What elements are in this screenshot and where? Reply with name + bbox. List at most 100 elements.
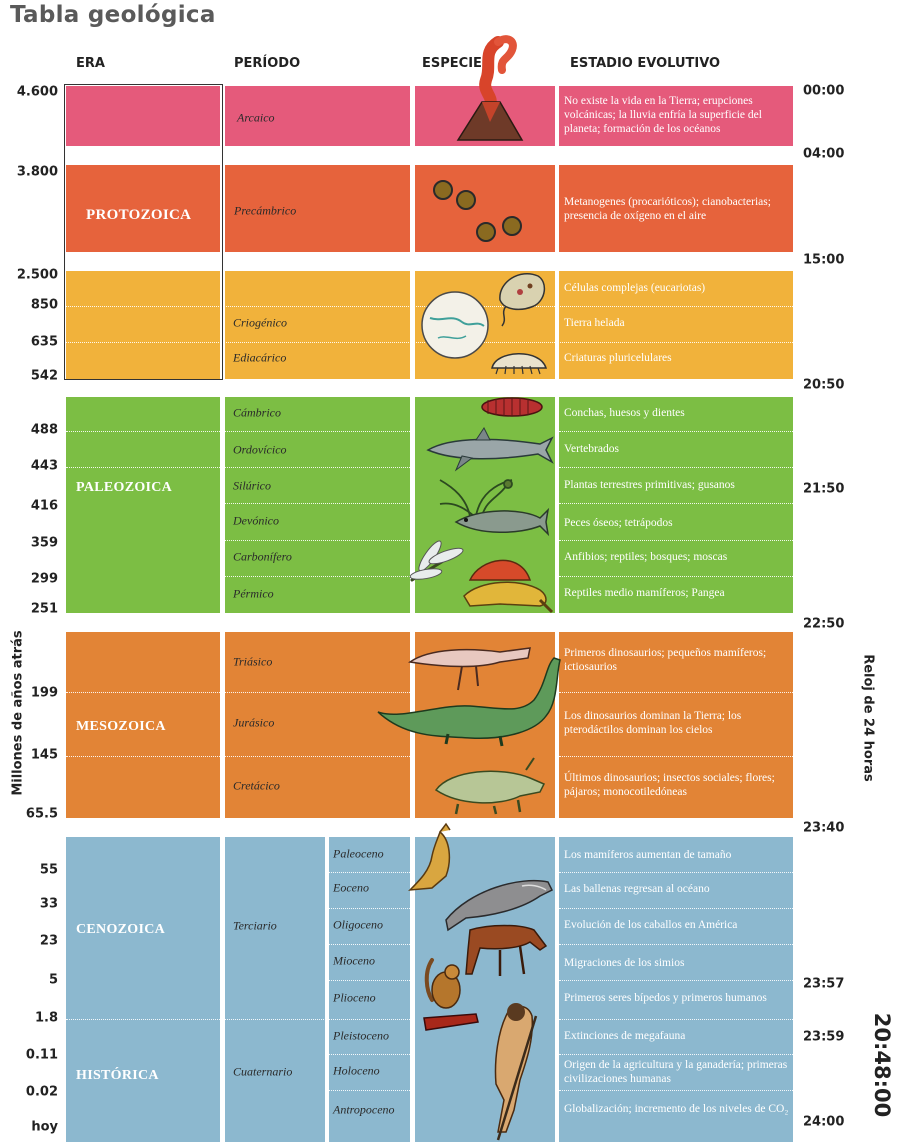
cenozoica-epoch-cell [329, 837, 410, 1142]
mya-label: 65.5 [25, 806, 58, 822]
mya-label: 635 [30, 334, 58, 350]
divider [225, 503, 410, 504]
early-human-icon [494, 1003, 538, 1141]
header-especies: ESPECIES [422, 56, 492, 71]
stage-carbonifero: Anfibios; reptiles; bosques; moscas [564, 551, 728, 563]
protozoica-era-cell [66, 165, 220, 252]
divider [559, 908, 793, 909]
sauropod-icon [377, 657, 561, 747]
stage-arcaico: No existe la vida en la Tierra; erupcion… [564, 95, 762, 135]
mesozoica-era-cell [66, 632, 220, 818]
paleozoica-period-cell [225, 397, 410, 613]
prokaryote-cells-icon [433, 180, 522, 242]
clock-label: 23:57 [803, 976, 845, 992]
header-estadio: ESTADIO EVOLUTIVO [570, 56, 721, 71]
divider [329, 1090, 410, 1091]
mya-label: 1.8 [34, 1010, 58, 1026]
monkey-icon [423, 958, 479, 1031]
mya-label: 33 [39, 896, 58, 912]
divider [559, 576, 793, 577]
mya-label: 55 [39, 862, 58, 878]
stage-plioceno: Primeros seres bípedos y primeros humano… [564, 992, 767, 1004]
trilobite-icon [481, 397, 543, 417]
divider [66, 692, 410, 693]
clock-label: 15:00 [803, 252, 845, 268]
mya-label: 5 [48, 972, 58, 988]
divider [225, 540, 410, 541]
header-era: ERA [76, 56, 105, 71]
cenozoica-era-cell [66, 837, 220, 1142]
protozoica-era-frame [64, 84, 223, 380]
mya-label: 850 [30, 297, 58, 313]
mya-label: 251 [30, 601, 58, 617]
stage-devonico: Peces óseos; tetrápodos [564, 517, 673, 529]
divider [559, 540, 793, 541]
stage-criogenico: Tierra helada [564, 317, 625, 329]
divider [66, 1019, 410, 1020]
clock-label: 04:00 [803, 146, 845, 162]
period-precambrico: Precámbrico [234, 203, 297, 218]
period-jurasico: Jurásico [233, 715, 275, 730]
paleozoica-era-cell [66, 397, 220, 613]
divider [559, 431, 793, 432]
divider [559, 756, 793, 757]
stage-antropoceno: Globalización; incremento de los niveles… [564, 1103, 789, 1115]
mya-label: 416 [30, 498, 58, 514]
period-cambrico: Cámbrico [233, 405, 281, 420]
epoch-eoceno: Eoceno [333, 880, 369, 895]
ediacaran-creature-icon [491, 353, 548, 375]
clock-label: 23:40 [803, 820, 845, 836]
mya-label: 0.02 [25, 1084, 58, 1100]
stage-precambrico: Metanogenes (procarióticos); cianobacter… [564, 196, 771, 222]
proterozoico-period-cell [225, 271, 410, 379]
stage-triasico: Primeros dinosaurios; pequeños mamíferos… [564, 647, 767, 673]
divider [329, 872, 410, 873]
divider [559, 872, 793, 873]
epoch-mioceno: Mioceno [333, 953, 375, 968]
mya-label: 199 [30, 685, 58, 701]
period-cretacico: Cretácico [233, 778, 280, 793]
proterozoico-stage-cell [559, 271, 793, 379]
period-terciario: Terciario [233, 918, 277, 933]
era-paleozoica: PALEOZOICA [76, 480, 173, 495]
period-devonico: Devónico [233, 513, 279, 528]
bony-fish-icon [454, 507, 550, 537]
arcaico-stage-cell [559, 86, 793, 146]
divider [559, 1019, 793, 1020]
clock-label: 22:50 [803, 616, 845, 632]
divider [559, 692, 793, 693]
epoch-pleistoceno: Pleistoceno [333, 1028, 389, 1043]
dragonfly-icon [409, 540, 464, 582]
epoch-antropoceno: Antropoceno [333, 1102, 395, 1117]
period-arcaico: Arcaico [237, 110, 275, 125]
divider [559, 944, 793, 945]
clock-label: 20:50 [803, 377, 845, 393]
proterozoico-era-cell [66, 271, 220, 379]
divider [559, 1054, 793, 1055]
mya-label: 23 [39, 933, 58, 949]
divider [559, 1090, 793, 1091]
snowball-earth-icon [421, 291, 489, 359]
divider [559, 503, 793, 504]
mya-label: 359 [30, 535, 58, 551]
clock-label: 21:50 [803, 481, 845, 497]
shark-icon [426, 427, 554, 472]
stage-oligoceno: Evolución de los caballos en América [564, 919, 738, 931]
period-silurico: Silúrico [233, 478, 271, 493]
divider [66, 467, 410, 468]
triceratops-icon [434, 757, 546, 815]
divider [329, 908, 410, 909]
clock-label: 00:00 [803, 83, 845, 99]
stage-permico: Reptiles medio mamíferos; Pangea [564, 587, 725, 599]
period-ediacarico: Ediacárico [233, 350, 287, 365]
cenozoica-period-cell [225, 837, 325, 1142]
period-criogenico: Criogénico [233, 315, 287, 330]
epoch-holoceno: Holoceno [333, 1063, 380, 1078]
divider [559, 467, 793, 468]
eukaryote-cell-icon [499, 273, 546, 327]
mya-label: 488 [30, 422, 58, 438]
divider [559, 980, 793, 981]
mya-label: hoy [31, 1119, 58, 1135]
paleozoica-stage-cell [559, 397, 793, 613]
